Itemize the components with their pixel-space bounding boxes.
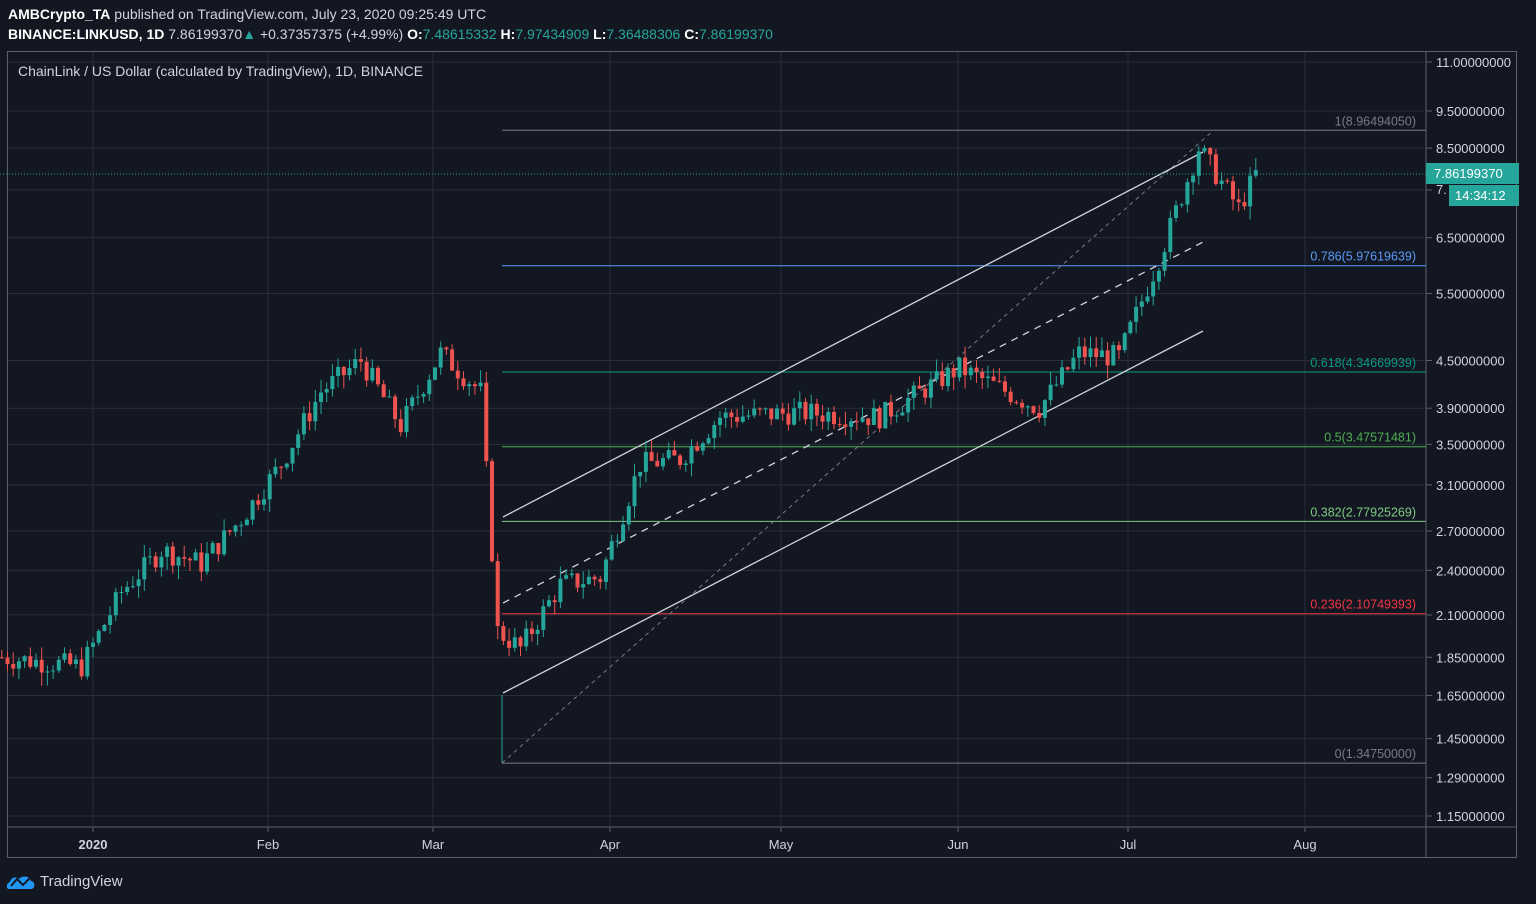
- channel-upper-line[interactable]: [502, 151, 1204, 518]
- open-label: O:: [407, 26, 423, 42]
- fib-level-label: 0.786(5.97619639): [1310, 250, 1416, 264]
- fib-level-label: 0(1.34750000): [1335, 747, 1416, 761]
- published-text: published on TradingView.com, July 23, 2…: [114, 6, 487, 22]
- brand-text: TradingView: [40, 872, 123, 890]
- price-tick-label: 1.15000000: [1436, 809, 1505, 824]
- high-label: H:: [500, 26, 516, 42]
- channel-lower-line[interactable]: [502, 330, 1204, 694]
- grid-lines: [8, 52, 1426, 827]
- open-value: 7.48615332: [422, 26, 497, 42]
- price-tick-label: 5.50000000: [1436, 286, 1505, 301]
- tradingview-cloud-icon: [6, 876, 35, 889]
- chart-frame: [7, 51, 1517, 858]
- candles: [0, 145, 1258, 686]
- low-value: 7.36488306: [606, 26, 681, 42]
- price-change: +0.37357375 (+4.99%): [259, 26, 404, 42]
- time-tick-label: May: [769, 837, 794, 852]
- price-tick-label: 9.50000000: [1436, 104, 1505, 119]
- price-tick-label: 1.85000000: [1436, 650, 1505, 665]
- fib-level-label: 0.382(2.77925269): [1310, 505, 1416, 519]
- time-tick-label: Apr: [600, 837, 621, 852]
- high-value: 7.97434909: [515, 26, 590, 42]
- low-label: L:: [593, 26, 607, 42]
- price-tick-label: 1.45000000: [1436, 732, 1505, 747]
- time-axis[interactable]: 2020 Feb Mar Apr May Jun Jul Aug: [79, 827, 1317, 852]
- symbol-info-bar: BINANCE:LINKUSD, 1D 7.86199370▲ +0.37357…: [8, 26, 773, 42]
- fib-level-label: 0.5(3.47571481): [1324, 431, 1416, 445]
- price-tick-label: 2.10000000: [1436, 608, 1505, 623]
- countdown-text: 14:34:12: [1455, 188, 1506, 203]
- last-price-badge-text: 7.86199370: [1434, 166, 1503, 181]
- price-tick-label: 3.50000000: [1436, 437, 1505, 452]
- countdown-badge: [1449, 185, 1519, 206]
- publish-info: AMBCrypto_TA published on TradingView.co…: [8, 6, 486, 22]
- price-tick-label: 2.40000000: [1436, 563, 1505, 578]
- last-price-badge: [1426, 163, 1519, 184]
- up-arrow-icon: ▲: [242, 26, 257, 42]
- price-tick-label: 11.00000000: [1436, 55, 1511, 70]
- time-tick-label: Feb: [257, 837, 279, 852]
- tradingview-logo[interactable]: TradingView: [6, 872, 123, 890]
- author-name[interactable]: AMBCrypto_TA: [8, 6, 111, 22]
- time-tick-label: 2020: [79, 837, 108, 852]
- time-tick-label: Jun: [948, 837, 969, 852]
- fib-level-label: 0.236(2.10749393): [1310, 598, 1416, 612]
- fib-level-label: 0.618(4.34669939): [1310, 356, 1416, 370]
- symbol-label: BINANCE:LINKUSD, 1D: [8, 26, 165, 42]
- price-tick-label: 6.50000000: [1436, 231, 1505, 246]
- time-tick-label: Jul: [1120, 837, 1137, 852]
- fibonacci-retracement[interactable]: 1(8.96494050) 0.786(5.97619639) 0.618(4.34…: [502, 114, 1426, 764]
- price-tick-label: 8.50000000: [1436, 141, 1505, 156]
- fib-trend-line[interactable]: [501, 129, 1215, 764]
- last-price: 7.86199370: [168, 26, 243, 42]
- price-tick-label: 3.10000000: [1436, 478, 1505, 493]
- fib-level-label: 1(8.96494050): [1335, 114, 1416, 128]
- price-tick-label: 1.65000000: [1436, 688, 1505, 703]
- price-tick-label: 4.50000000: [1436, 353, 1505, 368]
- price-tick-label: 3.90000000: [1436, 401, 1505, 416]
- time-tick-label: Mar: [422, 837, 445, 852]
- partial-tick-label: 7.: [1436, 182, 1447, 197]
- price-tick-label: 2.70000000: [1436, 524, 1505, 539]
- chart-legend-title: ChainLink / US Dollar (calculated by Tra…: [18, 63, 423, 79]
- time-tick-label: Aug: [1293, 837, 1316, 852]
- close-label: C:: [684, 26, 699, 42]
- price-tick-label: 1.29000000: [1436, 771, 1505, 786]
- price-axis[interactable]: 11.00000000 9.50000000 8.50000000 6.5000000…: [1426, 55, 1511, 824]
- close-value: 7.86199370: [699, 26, 773, 42]
